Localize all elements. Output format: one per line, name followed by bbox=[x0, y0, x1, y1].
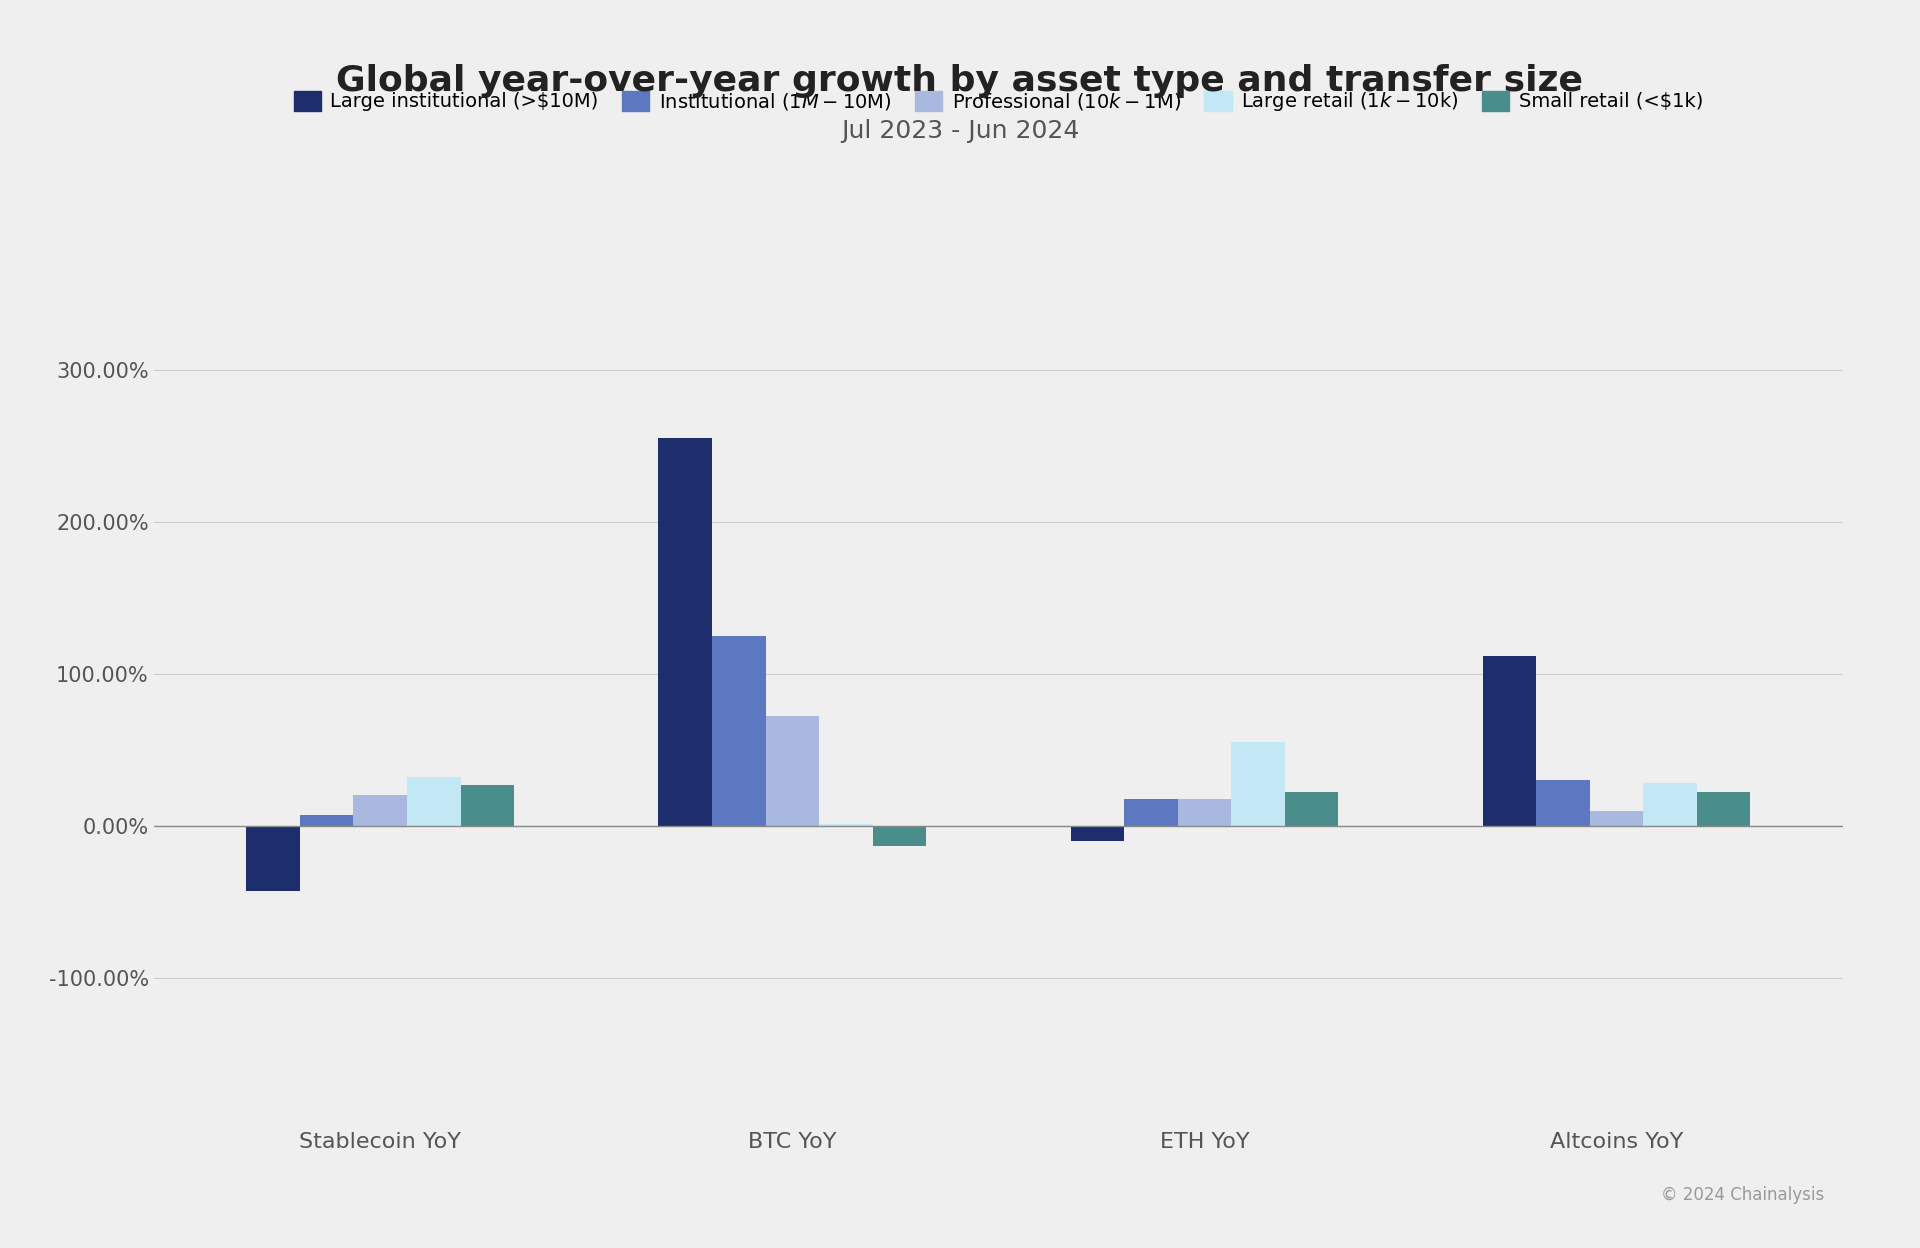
Bar bbox=[766, 716, 820, 826]
Bar bbox=[461, 785, 515, 826]
Bar bbox=[1231, 743, 1284, 826]
Bar bbox=[353, 795, 407, 826]
Legend: Large institutional (>$10M), Institutional ($1M-$10M), Professional ($10k-$1M), : Large institutional (>$10M), Institution… bbox=[286, 82, 1711, 121]
Text: Stablecoin YoY: Stablecoin YoY bbox=[300, 1132, 461, 1152]
Bar bbox=[1697, 792, 1751, 826]
Bar bbox=[1590, 811, 1644, 826]
Bar bbox=[1177, 799, 1231, 826]
Bar bbox=[1482, 655, 1536, 826]
Bar bbox=[1071, 826, 1123, 841]
Bar bbox=[407, 778, 461, 826]
Text: Global year-over-year growth by asset type and transfer size: Global year-over-year growth by asset ty… bbox=[336, 64, 1584, 99]
Bar bbox=[874, 826, 925, 846]
Text: Jul 2023 - Jun 2024: Jul 2023 - Jun 2024 bbox=[841, 119, 1079, 144]
Bar bbox=[1284, 792, 1338, 826]
Bar bbox=[300, 815, 353, 826]
Bar bbox=[659, 438, 712, 826]
Bar bbox=[246, 826, 300, 891]
Text: © 2024 Chainalysis: © 2024 Chainalysis bbox=[1661, 1187, 1824, 1204]
Bar bbox=[820, 825, 874, 826]
Bar bbox=[1123, 799, 1177, 826]
Bar bbox=[1536, 780, 1590, 826]
Text: ETH YoY: ETH YoY bbox=[1160, 1132, 1250, 1152]
Bar bbox=[712, 636, 766, 826]
Text: BTC YoY: BTC YoY bbox=[749, 1132, 837, 1152]
Bar bbox=[1644, 784, 1697, 826]
Text: Altcoins YoY: Altcoins YoY bbox=[1549, 1132, 1684, 1152]
